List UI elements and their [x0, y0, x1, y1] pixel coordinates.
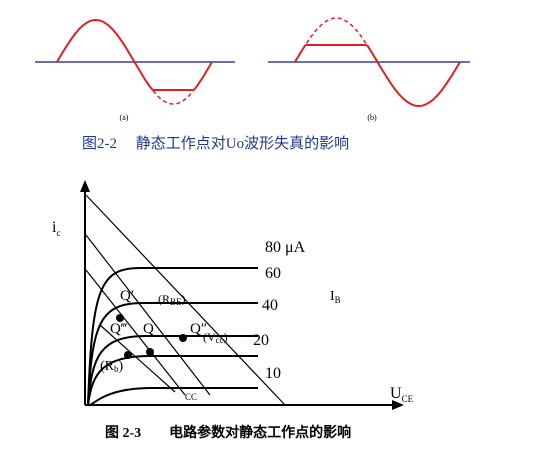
output-curve	[87, 387, 258, 407]
svg-text:(Rb): (Rb)	[100, 359, 124, 374]
svg-text:(RBE): (RBE)	[158, 292, 186, 307]
ib-label: IB	[330, 289, 341, 305]
y-label-sub: c	[56, 228, 60, 238]
curve-labels: 80 μA 60 40 20 10	[253, 239, 306, 382]
panel-label: (b)	[367, 113, 377, 122]
note: )	[224, 330, 228, 344]
note-sub: CC	[185, 392, 197, 402]
note-sub: b	[114, 364, 119, 374]
note: (R	[100, 359, 115, 374]
y-label-main: i	[52, 219, 57, 236]
point-label: Q″	[190, 321, 207, 337]
caption: 图2-2 静态工作点对Uo波形失真的影响	[82, 134, 349, 152]
output-curve	[87, 355, 258, 406]
ib-main: I	[330, 289, 335, 304]
point-label: Q′	[120, 288, 134, 304]
note: (V	[203, 330, 216, 344]
point-label: Q‴	[110, 321, 128, 337]
wave-a	[56, 18, 213, 91]
output-curve	[87, 267, 258, 406]
load-lines	[85, 194, 286, 406]
output-curve	[87, 335, 258, 406]
note: (R	[158, 292, 170, 306]
arrow	[80, 180, 90, 192]
curve-label: 60	[265, 265, 281, 282]
note: )	[182, 292, 186, 306]
note-sub: BE	[170, 297, 182, 307]
note: )	[119, 359, 124, 374]
curve-label: 20	[253, 332, 269, 349]
x-label-sub: CE	[402, 394, 414, 404]
curve-label: 80 μA	[265, 239, 306, 256]
wave-b	[294, 44, 461, 108]
arrow	[392, 400, 404, 410]
y-label: ic	[52, 219, 60, 238]
note-sub: cc	[216, 335, 224, 345]
point-labels: Q′ Q‴ Q Q″	[110, 288, 207, 337]
panel-label: (a)	[120, 113, 129, 122]
curve-label: 40	[262, 297, 278, 314]
svg-text:(Vcc): (Vcc)	[203, 330, 228, 345]
wave-a-ideal	[152, 90, 194, 105]
wave-b-ideal	[305, 17, 367, 44]
q-points	[116, 314, 187, 359]
annotations: (RBE) (Vcc) (Rb) CC	[100, 292, 228, 402]
svg-text:CC: CC	[185, 392, 197, 402]
output-curves	[87, 267, 258, 407]
x-label: UCE	[390, 385, 414, 404]
ib-sub: B	[335, 295, 341, 305]
caption: 图 2-3 电路参数对静态工作点的影响	[105, 424, 351, 441]
x-label-main: U	[390, 385, 402, 402]
output-curve	[87, 302, 258, 406]
point-label: Q	[143, 321, 154, 337]
curve-label: 10	[265, 365, 281, 382]
